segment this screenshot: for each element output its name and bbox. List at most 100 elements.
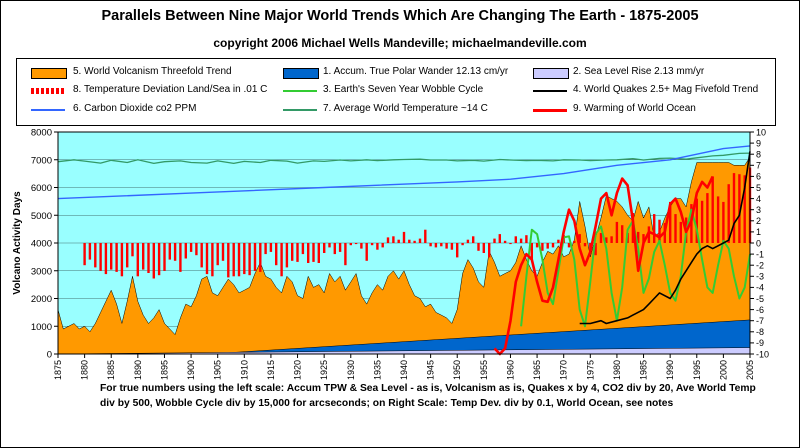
chart-title: Parallels Between Nine Major World Trend… xyxy=(101,8,699,24)
temp-dev-bar xyxy=(333,243,336,255)
x-tick-label: 1965 xyxy=(532,360,542,380)
legend-label-co2: 6. Carbon Dioxide co2 PPM xyxy=(73,103,197,114)
y2-tick-label: 3 xyxy=(756,205,761,215)
temp-dev-bar xyxy=(264,243,267,255)
temp-dev-bar xyxy=(695,198,698,243)
x-tick-label: 1920 xyxy=(293,360,303,380)
temp-dev-bar xyxy=(743,175,746,243)
temp-dev-bar xyxy=(104,243,108,275)
temp-dev-bar xyxy=(301,243,305,255)
temp-dev-bar xyxy=(642,234,645,243)
temp-dev-bar xyxy=(716,196,720,243)
temp-dev-bar xyxy=(402,231,406,243)
y2-tick-label: -3 xyxy=(756,272,764,282)
temp-dev-bar xyxy=(413,240,416,243)
y2-tick-label: -6 xyxy=(756,305,764,315)
legend-swatch-avg-temp xyxy=(283,109,317,111)
temp-dev-bar xyxy=(307,243,310,263)
y2-tick-label: 0 xyxy=(756,238,761,248)
x-tick-label: 1915 xyxy=(266,360,276,380)
temp-dev-bar xyxy=(482,243,485,253)
y-tick-label: 5000 xyxy=(31,211,52,222)
temp-dev-bar xyxy=(173,243,177,261)
temp-dev-bar xyxy=(184,243,187,259)
temp-dev-bar xyxy=(621,225,624,243)
x-tick-label: 1960 xyxy=(506,360,516,380)
temp-dev-bar xyxy=(669,201,672,243)
temp-dev-bar xyxy=(280,243,283,277)
legend-swatch-temp-dev xyxy=(31,88,65,94)
temp-dev-bar xyxy=(567,243,571,248)
x-tick-label: 1895 xyxy=(160,360,170,380)
x-tick-label: 2005 xyxy=(745,360,755,380)
x-tick-label: 1900 xyxy=(186,360,196,380)
legend: 5. World Volcanism Threefold Trend 1. Ac… xyxy=(16,58,776,126)
temp-dev-bar xyxy=(583,243,587,247)
temp-dev-bar xyxy=(168,243,171,260)
temp-dev-bar xyxy=(211,243,214,277)
temp-dev-bar xyxy=(392,236,395,243)
ocean-line xyxy=(493,175,714,356)
temp-dev-bar xyxy=(610,236,613,243)
temp-dev-bar xyxy=(323,243,326,253)
temp-dev-bar xyxy=(573,240,576,243)
temp-dev-bar xyxy=(466,239,470,243)
x-tick-label: 1950 xyxy=(452,360,462,380)
y-tick-label: 7000 xyxy=(31,155,52,166)
legend-swatch-volcanism xyxy=(31,68,67,79)
temp-dev-bar xyxy=(386,237,390,243)
temp-dev-bar xyxy=(205,243,209,275)
legend-label-quakes: 4. World Quakes 2.5+ Mag Fivefold Trend xyxy=(573,84,759,95)
temp-dev-bar xyxy=(578,234,581,243)
temp-dev-bar xyxy=(365,243,368,261)
legend-swatch-co2 xyxy=(31,109,65,111)
temp-dev-bar xyxy=(120,243,124,277)
temp-dev-bar xyxy=(679,221,682,243)
temp-dev-bar xyxy=(472,236,475,243)
temp-dev-bar xyxy=(179,243,182,272)
temp-dev-bar xyxy=(237,243,241,277)
chart-subtitle: copyright 2006 Michael Wells Mandeville;… xyxy=(213,36,587,50)
x-tick-label: 1955 xyxy=(479,360,489,380)
temp-dev-bar xyxy=(136,243,139,277)
legend-swatch-sea-level xyxy=(533,68,569,79)
temp-dev-bar xyxy=(461,243,464,246)
x-tick-label: 1990 xyxy=(665,360,675,380)
temp-dev-bar xyxy=(94,243,97,268)
x-tick-label: 1995 xyxy=(692,360,702,380)
temp-dev-bar xyxy=(195,243,198,256)
temp-dev-bar xyxy=(408,239,411,243)
temp-dev-bar xyxy=(253,243,257,271)
temp-dev-bar xyxy=(152,243,155,279)
legend-swatch-tpw xyxy=(283,68,319,79)
temp-dev-bar xyxy=(658,219,661,243)
y2-tick-label: -1 xyxy=(756,249,764,259)
temp-dev-bar xyxy=(163,243,166,271)
y2-tick-label: 9 xyxy=(756,138,761,148)
temp-dev-bar xyxy=(418,238,422,243)
temp-dev-bar xyxy=(605,237,608,243)
y2-tick-label: -5 xyxy=(756,294,764,304)
x-tick-label: 1945 xyxy=(426,360,436,380)
x-tick-label: 1880 xyxy=(80,360,90,380)
quakes-line xyxy=(579,151,751,325)
temp-dev-bar xyxy=(147,243,150,273)
temp-dev-bar xyxy=(296,243,299,262)
legend-label-ocean: 9. Warming of World Ocean xyxy=(573,103,696,114)
chart-notes: For true numbers using the left scale: A… xyxy=(100,383,756,409)
temp-dev-bar xyxy=(312,243,315,262)
x-tick-label: 1875 xyxy=(53,360,63,380)
temp-dev-bar xyxy=(110,243,113,270)
temp-dev-bar xyxy=(493,238,496,243)
x-tick-label: 1940 xyxy=(399,360,409,380)
x-tick-label: 1890 xyxy=(133,360,143,380)
temp-dev-bar xyxy=(397,239,400,243)
temp-dev-bar xyxy=(157,243,161,276)
y-tick-label: 4000 xyxy=(31,239,52,250)
temp-dev-bar xyxy=(216,243,219,266)
x-tick-label: 1970 xyxy=(559,360,569,380)
legend-label-avg-temp: 7. Average World Temperature ~14 C xyxy=(323,103,488,114)
y2-tick-label: 5 xyxy=(756,183,761,193)
temp-dev-bar xyxy=(259,243,262,272)
